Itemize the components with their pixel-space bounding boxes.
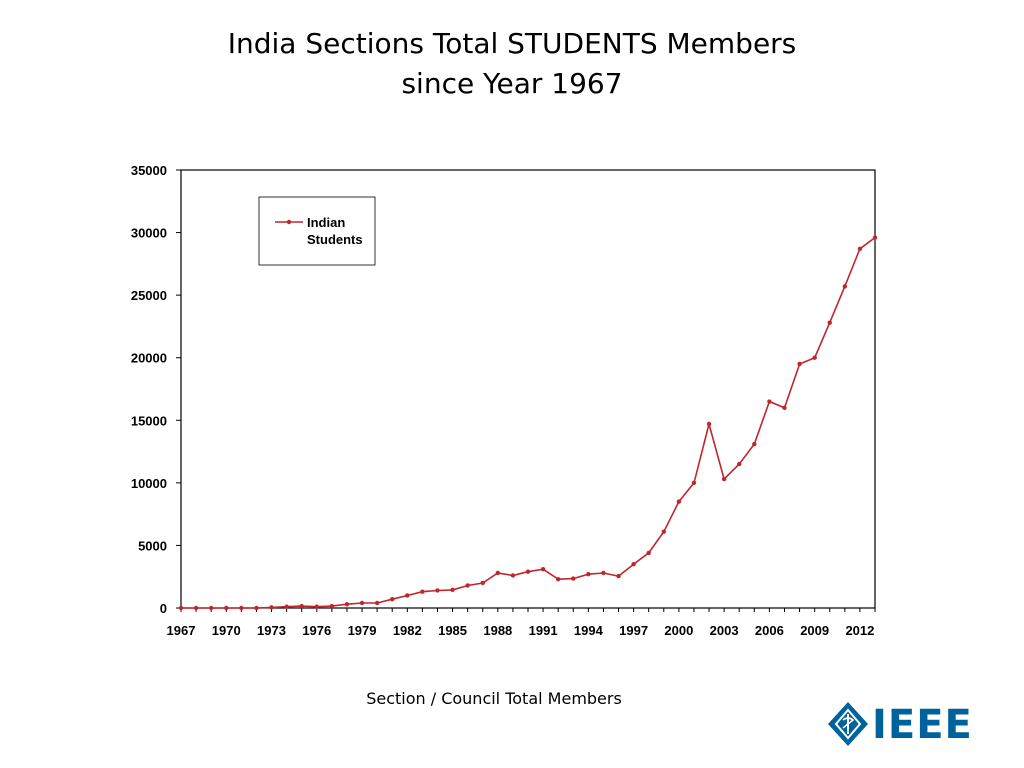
data-point	[254, 605, 259, 611]
data-point	[691, 480, 697, 486]
legend-label: Indian Students	[307, 215, 363, 247]
x-tick-label: 1988	[483, 623, 512, 638]
data-point	[390, 597, 395, 602]
slide-title-line-1: India Sections Total STUDENTS Members	[227, 27, 797, 60]
data-point	[737, 461, 742, 467]
x-tick-label: 2009	[800, 623, 829, 638]
data-point	[540, 567, 546, 572]
slide-title: India Sections Total STUDENTS Members si…	[0, 24, 1024, 104]
data-point	[329, 603, 335, 609]
x-tick-label: 1982	[393, 623, 422, 638]
x-tick-label: 2006	[755, 623, 784, 638]
data-point	[465, 583, 470, 588]
y-tick-label: 35000	[131, 163, 167, 178]
x-tick-label: 1967	[167, 623, 196, 638]
data-point	[178, 605, 184, 611]
data-point	[631, 562, 636, 567]
data-point	[284, 604, 289, 609]
data-point	[405, 593, 410, 598]
y-tick-label: 30000	[131, 226, 167, 241]
data-point	[601, 570, 606, 576]
legend-marker	[286, 219, 292, 225]
data-point	[239, 605, 244, 611]
data-point	[586, 572, 591, 577]
y-tick-label: 15000	[131, 413, 167, 428]
data-point	[646, 550, 651, 556]
data-point	[571, 576, 576, 581]
x-tick-label: 1985	[438, 623, 467, 638]
y-tick-label: 0	[160, 601, 167, 616]
data-point	[661, 529, 666, 534]
legend-label-line: Students	[307, 232, 363, 247]
data-point	[872, 235, 878, 240]
data-point	[827, 320, 832, 325]
data-point	[721, 476, 727, 482]
y-tick-label: 10000	[131, 476, 167, 491]
data-point	[842, 284, 848, 289]
x-tick-label: 1976	[302, 623, 331, 638]
ieee-logo: IEEE	[826, 700, 976, 750]
data-point	[752, 441, 757, 447]
x-tick-label: 1997	[619, 623, 648, 638]
data-point	[314, 604, 319, 609]
data-point	[224, 605, 229, 611]
y-tick-label: 25000	[131, 288, 167, 303]
x-tick-label: 1979	[348, 623, 377, 638]
x-tick-label: 1970	[212, 623, 241, 638]
data-point	[495, 570, 501, 576]
data-point	[510, 573, 516, 578]
data-point	[269, 605, 274, 610]
slide-caption: Section / Council Total Members	[366, 689, 622, 708]
data-point	[344, 602, 350, 607]
legend-label-line: Indian	[307, 215, 345, 230]
data-point	[676, 499, 682, 504]
slide-title-line-2: since Year 1967	[401, 67, 623, 100]
data-point	[767, 399, 772, 404]
y-tick-label: 20000	[131, 351, 167, 366]
legend-box	[258, 196, 376, 266]
data-point	[208, 605, 214, 611]
data-point	[555, 577, 561, 582]
data-point	[812, 355, 817, 360]
data-point	[374, 600, 380, 606]
data-point	[359, 600, 365, 606]
data-point	[797, 361, 802, 367]
x-tick-label: 1994	[574, 623, 604, 638]
data-point	[616, 573, 621, 579]
x-tick-label: 1973	[257, 623, 286, 638]
data-point	[420, 589, 425, 594]
ieee-logo-text: IEEE	[872, 702, 973, 748]
data-point	[450, 587, 455, 593]
x-tick-label: 2012	[845, 623, 874, 638]
data-point	[857, 246, 863, 252]
data-point	[480, 580, 485, 586]
data-point	[525, 569, 531, 574]
data-point	[706, 421, 712, 427]
x-tick-label: 2000	[664, 623, 693, 638]
x-tick-label: 2003	[710, 623, 739, 638]
x-tick-label: 1991	[529, 623, 558, 638]
data-point	[193, 605, 199, 611]
ieee-diamond-icon	[828, 702, 868, 746]
data-point	[435, 588, 440, 593]
y-tick-label: 5000	[138, 538, 167, 553]
data-point	[782, 405, 787, 410]
data-point	[299, 603, 304, 609]
